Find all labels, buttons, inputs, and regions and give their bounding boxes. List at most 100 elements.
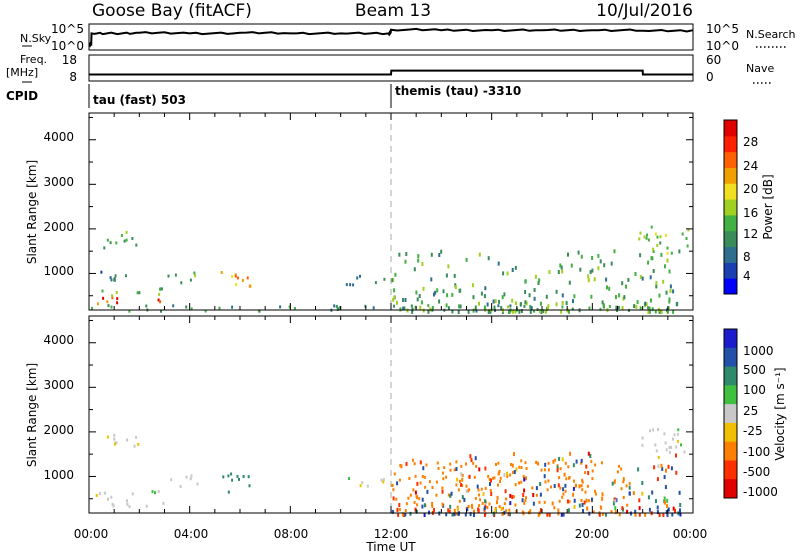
data-cell <box>594 463 597 467</box>
data-cell <box>128 309 131 313</box>
data-cell <box>442 289 445 294</box>
data-cell <box>547 304 550 308</box>
data-cell <box>652 269 655 273</box>
data-cell <box>479 498 482 502</box>
data-cell <box>618 293 621 298</box>
data-cell <box>556 468 559 473</box>
data-cell <box>602 512 604 516</box>
data-cell <box>586 484 589 488</box>
data-cell <box>567 465 570 469</box>
data-cell <box>666 246 669 250</box>
data-cell <box>656 510 659 515</box>
data-cell <box>466 507 469 512</box>
data-cell <box>447 508 450 513</box>
power-colorbar-swatch <box>724 120 737 137</box>
data-cell <box>613 249 616 254</box>
data-cell <box>482 491 485 496</box>
data-cell <box>594 492 597 496</box>
data-cell <box>600 506 603 510</box>
data-cell <box>398 503 401 507</box>
data-cell <box>136 291 139 295</box>
data-cell <box>620 487 623 491</box>
data-cell <box>408 477 411 480</box>
data-cell <box>447 493 450 497</box>
data-cell <box>644 301 647 306</box>
data-cell <box>509 304 512 308</box>
data-cell <box>449 504 452 509</box>
data-cell <box>598 512 601 517</box>
data-cell <box>545 309 547 314</box>
power-cb-28: 28 <box>743 135 758 149</box>
data-cell <box>687 228 690 232</box>
data-cell <box>660 463 663 468</box>
data-cell <box>663 432 666 436</box>
data-cell <box>154 491 156 495</box>
velocity-colorbar-swatch <box>724 366 737 386</box>
data-cell <box>659 235 662 239</box>
data-cell <box>668 299 671 304</box>
data-cell <box>441 486 444 490</box>
data-cell <box>114 274 117 278</box>
data-cell <box>473 509 475 513</box>
data-cell <box>402 298 404 302</box>
data-cell <box>423 503 426 508</box>
data-cell <box>428 480 431 484</box>
data-cell <box>544 480 547 484</box>
noise-left-label: N.Sky <box>20 32 52 45</box>
data-cell <box>392 496 395 501</box>
data-cell <box>669 284 672 289</box>
nave-label: Nave <box>746 62 774 75</box>
data-cell <box>506 271 509 276</box>
data-cell <box>641 481 644 485</box>
data-cell <box>665 234 667 237</box>
data-cell <box>605 277 608 282</box>
data-cell <box>583 500 586 505</box>
data-cell <box>498 469 501 473</box>
data-cell <box>414 490 417 495</box>
data-cell <box>578 485 581 489</box>
data-cell <box>531 486 534 490</box>
data-cell <box>474 496 477 500</box>
data-cell <box>513 470 516 474</box>
data-cell <box>248 484 251 488</box>
data-cell <box>615 498 618 503</box>
power-colorbar-swatch <box>724 151 737 168</box>
data-cell <box>391 278 393 283</box>
data-cell <box>447 306 450 311</box>
data-cell <box>447 264 450 269</box>
data-cell <box>646 233 648 237</box>
velocity-cb-label: Velocity [m s⁻¹] <box>773 367 787 460</box>
data-cell <box>520 480 523 484</box>
data-cell <box>667 464 670 469</box>
data-cell <box>416 481 419 486</box>
power-colorbar-swatch <box>724 230 737 248</box>
data-cell <box>657 455 660 459</box>
data-cell <box>427 309 430 314</box>
data-cell <box>486 302 489 307</box>
data-cell <box>654 443 657 447</box>
data-cell <box>668 297 671 302</box>
data-cell <box>622 496 625 499</box>
data-cell <box>561 301 564 305</box>
data-cell <box>413 462 416 466</box>
data-cell <box>591 477 594 481</box>
data-cell <box>227 474 230 478</box>
data-cell <box>581 478 584 482</box>
data-cell <box>545 294 548 299</box>
data-cell <box>115 291 118 294</box>
data-cell <box>498 505 501 509</box>
power-ytick-4000: 4000 <box>43 130 74 144</box>
data-cell <box>440 249 443 254</box>
data-cell <box>461 477 464 482</box>
data-cell <box>625 284 627 289</box>
data-cell <box>478 252 481 257</box>
data-cell <box>550 485 552 489</box>
data-cell <box>145 504 148 508</box>
data-cell <box>409 493 412 497</box>
data-cell <box>553 506 556 510</box>
power-ylabel: Slant Range [km] <box>25 160 39 264</box>
data-cell <box>235 283 238 286</box>
data-cell <box>676 432 679 436</box>
data-cell <box>135 243 138 247</box>
data-cell <box>120 234 123 237</box>
